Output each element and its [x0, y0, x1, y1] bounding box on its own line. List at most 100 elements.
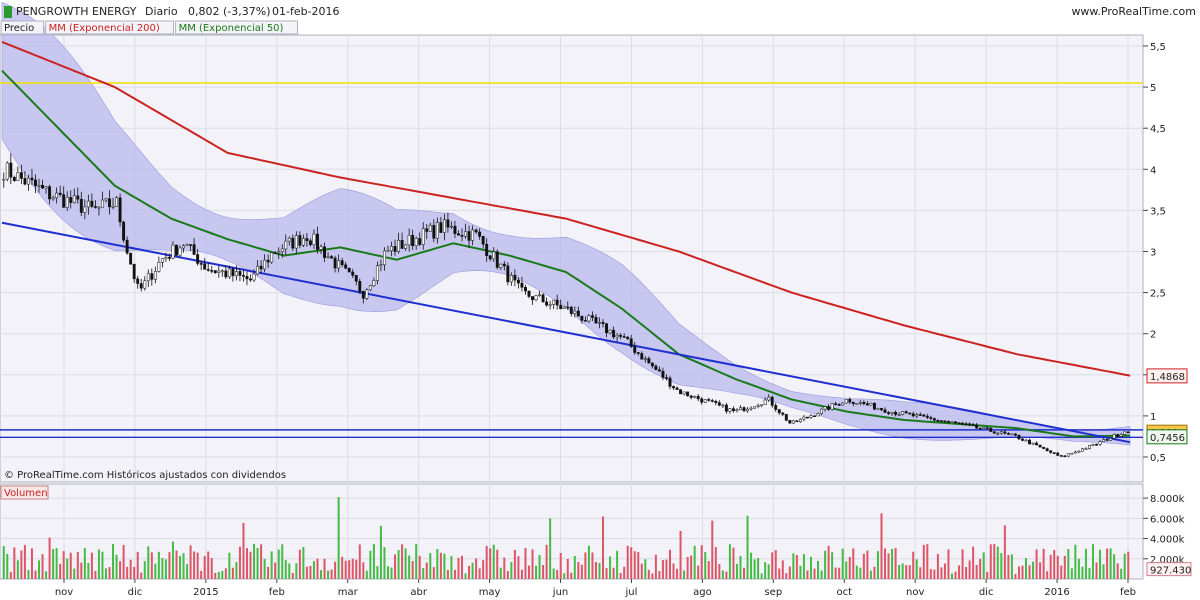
candle-body — [153, 271, 157, 280]
candle-body — [446, 219, 450, 228]
candle-body — [883, 409, 887, 413]
candle-body — [897, 414, 901, 416]
volume-bar — [880, 513, 883, 579]
candle-body — [717, 402, 721, 406]
volume-bar — [993, 544, 996, 579]
candle-body — [911, 413, 915, 417]
volume-bar — [284, 560, 287, 579]
candle-body — [146, 273, 150, 282]
volume-bar — [119, 561, 122, 579]
volume-bar — [1088, 567, 1091, 579]
x-tick-label: jun — [552, 587, 568, 598]
volume-bar — [485, 545, 488, 579]
volume-bar — [919, 567, 922, 579]
volume-bar — [207, 551, 210, 579]
volume-bar — [281, 544, 284, 579]
candle-body — [626, 336, 630, 340]
volume-bar — [940, 567, 943, 579]
candle-body — [284, 240, 288, 250]
candle-body — [756, 405, 760, 407]
volume-bar — [929, 568, 932, 579]
candle-body — [1116, 434, 1120, 437]
volume-bar — [1014, 573, 1017, 579]
volume-bar — [714, 546, 717, 579]
volume-bar — [640, 563, 643, 579]
candle-body — [347, 268, 351, 273]
volume-bar — [249, 551, 252, 579]
volume-bar — [309, 565, 312, 579]
volume-bar — [20, 550, 23, 579]
volume-bar — [626, 545, 629, 579]
horizontal-lines — [0, 82, 1143, 438]
volume-bar — [376, 566, 379, 579]
y-tick-label: 2 — [1150, 330, 1156, 341]
candle-body — [932, 418, 936, 421]
volume-bar — [90, 552, 93, 579]
candle-body — [971, 424, 975, 427]
candle-body — [665, 377, 668, 379]
volume-bar — [658, 571, 661, 579]
candle-body — [182, 245, 185, 249]
site-link[interactable]: www.ProRealTime.com — [1071, 5, 1196, 18]
volume-bar — [771, 552, 774, 579]
candle-body — [696, 395, 700, 400]
volume-bar — [478, 568, 481, 579]
vol-tick-label: 2.000k — [1150, 555, 1185, 566]
volume-bar — [475, 558, 478, 579]
candle-body — [1080, 448, 1084, 452]
candle-body — [421, 228, 425, 245]
volume-bar — [661, 560, 664, 579]
candle-body — [858, 401, 862, 404]
candle-body — [457, 233, 460, 236]
volume-bar — [605, 568, 608, 579]
volume-bar — [1116, 563, 1119, 579]
volume-bar — [806, 570, 809, 579]
candle-body — [524, 287, 527, 292]
candle-body — [326, 256, 330, 258]
candle-body — [872, 403, 876, 410]
volume-bar — [665, 559, 668, 579]
candle-body — [69, 197, 73, 203]
volume-bar — [943, 563, 946, 579]
candle-body — [340, 260, 344, 266]
volume-label-box — [0, 485, 49, 500]
candle-body — [830, 403, 834, 410]
candle-body — [400, 239, 404, 249]
candle-body — [118, 197, 122, 223]
candle-body — [104, 198, 108, 201]
volume-bar — [23, 545, 26, 579]
volume-bar — [623, 566, 626, 579]
volume-bar — [154, 563, 157, 579]
volume-bar — [1070, 568, 1073, 579]
y-tick-label: 1 — [1150, 412, 1156, 423]
candle-body — [361, 291, 365, 299]
candle-body — [954, 421, 957, 423]
volume-bar — [704, 552, 707, 579]
volume-bar — [45, 571, 48, 579]
candle-body — [1017, 435, 1021, 440]
volume-bars — [2, 497, 1130, 579]
candle-body — [298, 235, 302, 246]
candle-body — [996, 432, 1000, 435]
volume-bar — [891, 548, 894, 579]
candle-body — [661, 370, 665, 378]
candle-body — [672, 386, 675, 389]
candle-body — [957, 422, 961, 424]
candle-body — [961, 423, 965, 425]
y-tick-label: 4,5 — [1150, 124, 1166, 135]
volume-bar — [394, 554, 397, 579]
candle-body — [901, 411, 905, 415]
x-tick-label: oct — [836, 587, 852, 598]
volume-bar — [341, 556, 344, 579]
candle-body — [206, 269, 210, 271]
volume-bar — [323, 558, 326, 579]
volume-bar — [651, 573, 654, 579]
candle-body — [488, 255, 492, 260]
volume-bar — [707, 561, 710, 579]
volume-bar — [1028, 565, 1031, 579]
volume-bar — [728, 544, 731, 579]
volume-bar — [108, 567, 111, 579]
volume-bar — [76, 551, 79, 579]
volume-bar — [672, 563, 675, 579]
candle-body — [294, 235, 298, 249]
